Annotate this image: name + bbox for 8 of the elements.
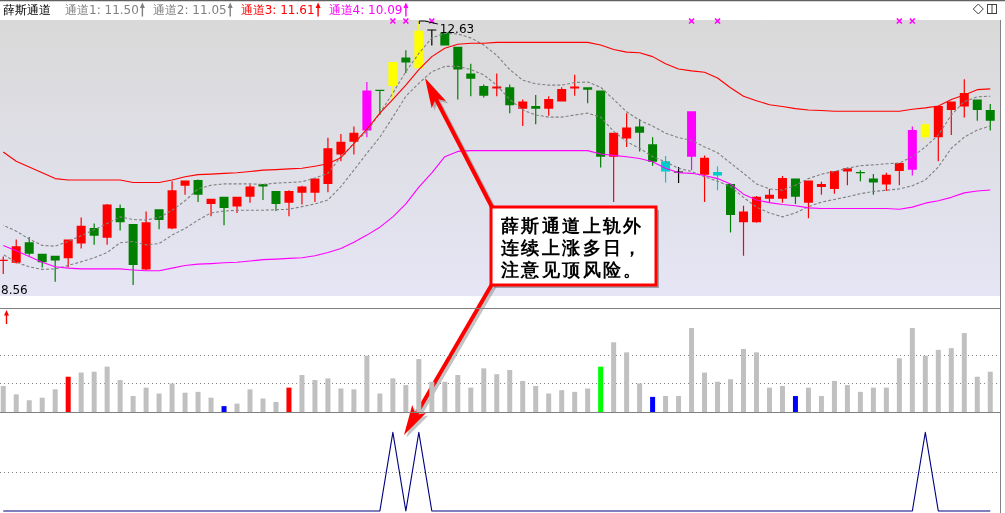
chart-title: 薛斯通道 — [3, 2, 51, 17]
legend-entry: 通道4: 10.09 — [328, 2, 409, 17]
annotation: 薛斯通道上轨外连续上涨多日，注意见顶风险。 — [501, 215, 644, 280]
legend-entry: 通道2: 11.05 — [152, 2, 233, 17]
legend-entry: 通道3: 11.61 — [240, 2, 321, 17]
legend-entry: 通道1: 11.50 — [65, 2, 145, 17]
annotation: 12.63 — [439, 22, 475, 36]
annotation: 8.56 — [1, 283, 28, 297]
